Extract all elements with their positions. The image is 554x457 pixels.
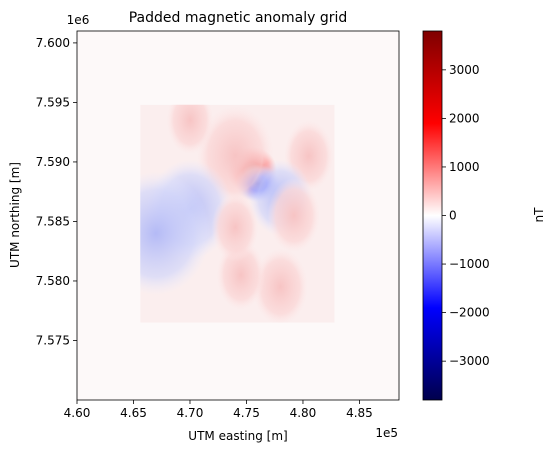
- y-offset-label: 1e6: [67, 13, 90, 27]
- anomaly-grid-image: [140, 104, 335, 323]
- colorbar-label: nT: [532, 207, 546, 223]
- y-axis-ticks: 7.575 7.580 7.585 7.590 7.595 7.600: [36, 36, 77, 347]
- x-tick-label: 4.80: [290, 406, 317, 420]
- anomaly-blob: [211, 193, 259, 262]
- x-offset-label: 1e5: [375, 426, 398, 440]
- y-tick-label: 7.580: [36, 274, 70, 288]
- x-tick-label: 4.70: [177, 406, 204, 420]
- colorbar-ticks: 3000 2000 1000 0 −1000 −2000 −3000: [442, 63, 490, 368]
- colorbar-tick-label: 2000: [449, 111, 480, 125]
- anomaly-blob: [140, 171, 211, 296]
- x-axis-label: UTM easting [m]: [188, 429, 287, 443]
- y-tick-label: 7.575: [36, 333, 70, 347]
- colorbar-tick-label: −1000: [449, 257, 490, 271]
- colorbar: 3000 2000 1000 0 −1000 −2000 −3000 nT: [422, 30, 546, 401]
- y-axis-label: UTM northing [m]: [8, 162, 22, 268]
- x-axis-ticks: 4.60 4.65 4.70 4.75 4.80 4.85: [64, 400, 373, 420]
- colorbar-gradient: [422, 30, 443, 401]
- x-tick-label: 4.60: [64, 406, 91, 420]
- anomaly-blob: [166, 104, 214, 155]
- y-tick-label: 7.595: [36, 95, 70, 109]
- x-tick-label: 4.75: [233, 406, 260, 420]
- anomaly-blob: [252, 248, 309, 323]
- plot-area: 4.60 4.65 4.70 4.75 4.80 4.85 7.575 7.580 7.585…: [36, 30, 400, 420]
- y-tick-label: 7.590: [36, 155, 70, 169]
- colorbar-tick-label: 0: [449, 209, 457, 223]
- anomaly-blob: [267, 178, 321, 253]
- y-tick-label: 7.600: [36, 36, 70, 50]
- x-tick-label: 4.85: [346, 406, 373, 420]
- chart-title: Padded magnetic anomaly grid: [129, 10, 348, 26]
- colorbar-tick-label: −3000: [449, 354, 490, 368]
- x-tick-label: 4.65: [120, 406, 147, 420]
- y-tick-label: 7.585: [36, 214, 70, 228]
- colorbar-tick-label: 3000: [449, 63, 480, 77]
- plot-frame: [76, 30, 400, 401]
- colorbar-tick-label: −2000: [449, 306, 490, 320]
- colorbar-tick-label: 1000: [449, 160, 480, 174]
